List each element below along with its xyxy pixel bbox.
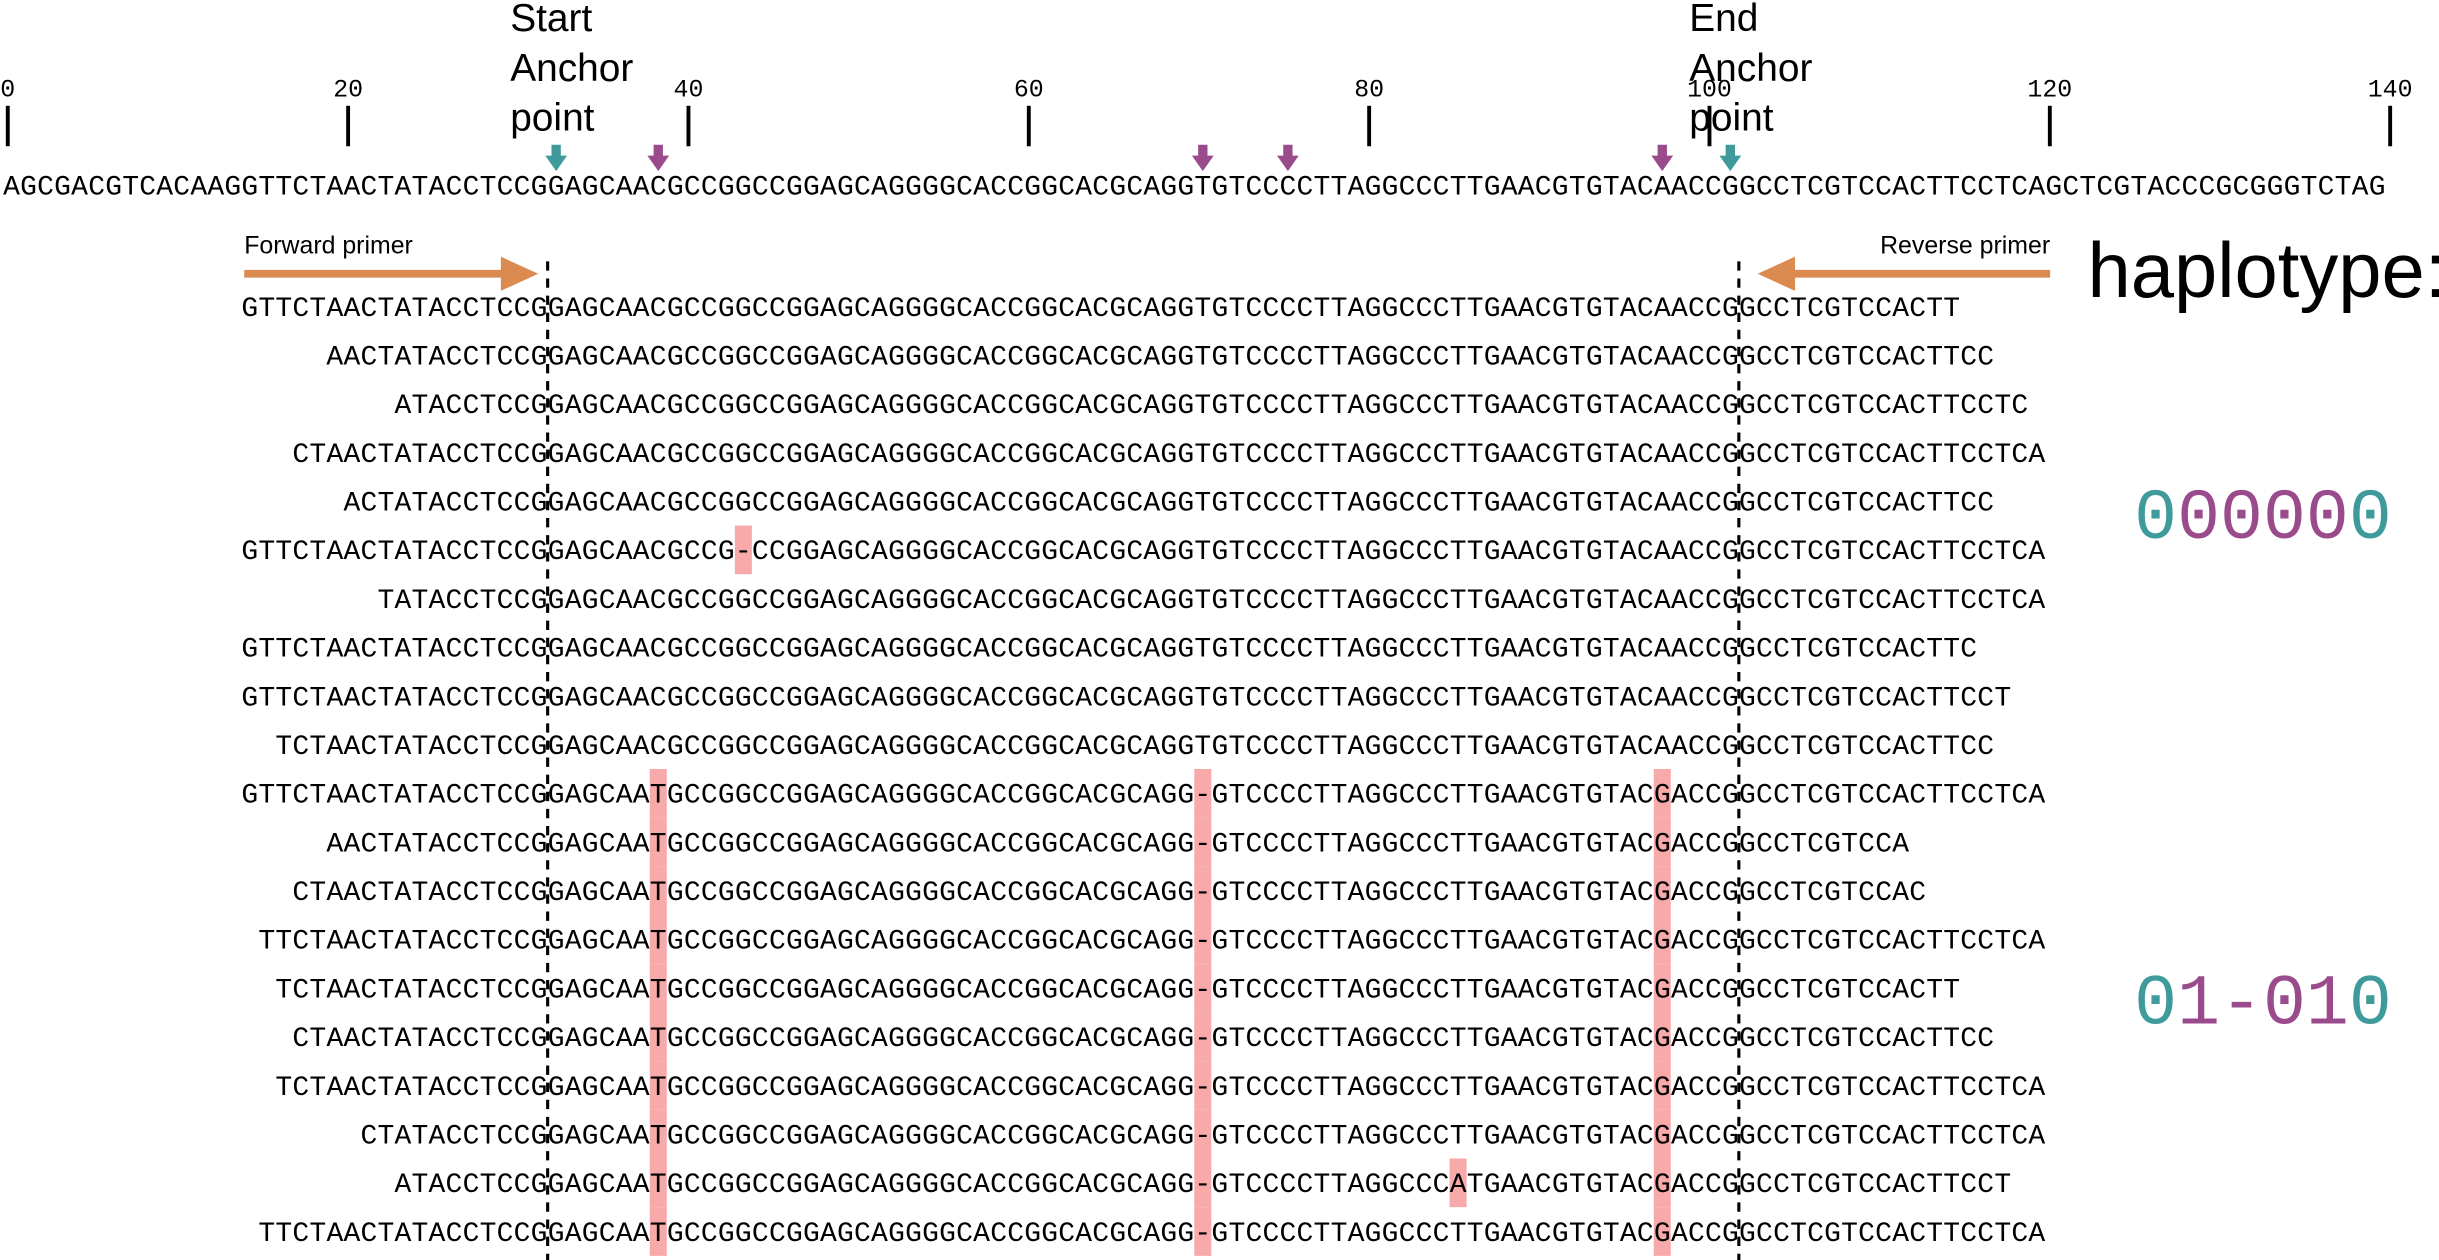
ruler-label: 60 [1014, 76, 1044, 104]
read-sequence: TTCTAACTATACCTCCGGAGCAATGCCGGCCGGAGCAGGG… [258, 1219, 2045, 1250]
reverse-primer-head [1757, 256, 1796, 291]
ruler-label: 0 [0, 76, 15, 104]
read-sequence: CTAACTATACCTCCGGAGCAATGCCGGCCGGAGCAGGGGC… [292, 1024, 1994, 1055]
read-sequence: GTTCTAACTATACCTCCGGAGCAACGCCG-CCGGAGCAGG… [241, 537, 2045, 568]
position-marker [647, 144, 670, 172]
ruler-label: 100 [1687, 76, 1732, 104]
read-sequence: ATACCTCCGGAGCAATGCCGGCCGGAGCAGGGGCACCGGC… [395, 1170, 2012, 1201]
read-sequence: TCTAACTATACCTCCGGAGCAATGCCGGCCGGAGCAGGGG… [275, 1073, 2045, 1104]
haplotype-char: - [2220, 965, 2263, 1046]
start-anchor-line: point [510, 97, 594, 140]
haplotype-code: 000000 [2134, 479, 2392, 560]
mismatch-highlight [1653, 1158, 1671, 1208]
end-anchor-line: point [1689, 97, 1773, 140]
read-sequence: CTATACCTCCGGAGCAATGCCGGCCGGAGCAGGGGCACCG… [360, 1121, 2045, 1152]
position-marker [1719, 144, 1742, 172]
mismatch-highlight [734, 525, 752, 575]
mismatch-highlight [1653, 1012, 1671, 1062]
reference-sequence: AGCGACGTCACAAGGTTCTAACTATACCTCCGGAGCAACG… [3, 172, 2385, 203]
read-sequence: AACTATACCTCCGGAGCAACGCCGGCCGGAGCAGGGGCAC… [326, 342, 1994, 373]
mismatch-highlight [1653, 768, 1671, 818]
position-marker [545, 144, 568, 172]
ruler-label: 20 [333, 76, 363, 104]
read-sequence: GTTCTAACTATACCTCCGGAGCAACGCCGGCCGGAGCAGG… [241, 294, 1960, 325]
haplotype-char: 1 [2177, 965, 2220, 1046]
read-sequence: CTAACTATACCTCCGGAGCAACGCCGGCCGGAGCAGGGGC… [292, 440, 2045, 471]
mismatch-highlight [1194, 1061, 1212, 1110]
haplotype-char: 0 [2349, 965, 2392, 1046]
ruler-label: 80 [1354, 76, 1384, 104]
read-sequence: ATACCTCCGGAGCAACGCCGGCCGGAGCAGGGGCACCGGC… [395, 391, 2029, 422]
haplotype-char: 0 [2263, 965, 2306, 1046]
forward-primer-head [500, 256, 539, 291]
mismatch-highlight [649, 1109, 667, 1159]
start-anchor-line: Start [510, 0, 592, 40]
mismatch-highlight [1653, 963, 1671, 1013]
mismatch-highlight [649, 1061, 667, 1110]
mismatch-highlight [1449, 1158, 1467, 1208]
read-sequence: AACTATACCTCCGGAGCAATGCCGGCCGGAGCAGGGGCAC… [326, 829, 1909, 860]
read-sequence: GTTCTAACTATACCTCCGGAGCAATGCCGGCCGGAGCAGG… [241, 781, 2045, 812]
mismatch-highlight [1194, 817, 1212, 867]
ruler-label: 140 [2368, 76, 2413, 104]
mismatch-highlight [649, 963, 667, 1013]
mismatch-highlight [1194, 1109, 1212, 1159]
mismatch-highlight [649, 1012, 667, 1062]
mismatch-highlight [649, 915, 667, 964]
mismatch-highlight [1653, 1207, 1671, 1256]
read-sequence: CTAACTATACCTCCGGAGCAATGCCGGCCGGAGCAGGGGC… [292, 878, 1926, 909]
ruler-label: 40 [674, 76, 704, 104]
mismatch-highlight [1194, 1012, 1212, 1062]
read-sequence: GTTCTAACTATACCTCCGGAGCAACGCCGGCCGGAGCAGG… [241, 635, 1977, 666]
position-marker [1277, 144, 1299, 172]
mismatch-highlight [649, 1158, 667, 1208]
position-marker [1191, 144, 1214, 172]
mismatch-highlight [1194, 768, 1212, 818]
end-anchor-line: Anchor [1689, 47, 1812, 90]
mismatch-highlight [1194, 915, 1212, 964]
mismatch-highlight [649, 768, 667, 818]
mismatch-highlight [1653, 1061, 1671, 1110]
read-sequence: ACTATACCTCCGGAGCAACGCCGGCCGGAGCAGGGGCACC… [343, 489, 1994, 520]
highlights [649, 525, 1671, 1256]
mismatch-highlight [1194, 1207, 1212, 1256]
mismatch-highlight [649, 866, 667, 916]
mismatch-highlight [1653, 817, 1671, 867]
haplotype-char: 0 [2134, 479, 2177, 560]
mismatch-highlight [1653, 915, 1671, 964]
mismatch-highlight [1194, 866, 1212, 916]
mismatch-highlight [1653, 866, 1671, 916]
end-anchor-line: End [1689, 0, 1758, 40]
position-marker [1651, 144, 1674, 172]
mismatch-highlight [649, 817, 667, 867]
mismatch-highlight [1194, 1158, 1212, 1208]
haplotype-char: 0 [2349, 479, 2392, 560]
haplotype-char: 0 [2306, 479, 2349, 560]
haplotype-char: 0 [2263, 479, 2306, 560]
read-sequence: TATACCTCCGGAGCAACGCCGGCCGGAGCAGGGGCACCGG… [377, 586, 2045, 617]
read-sequence: TCTAACTATACCTCCGGAGCAACGCCGGCCGGAGCAGGGG… [275, 732, 1994, 763]
read-sequence: TTCTAACTATACCTCCGGAGCAATGCCGGCCGGAGCAGGG… [258, 927, 2045, 958]
ruler-label: 120 [2027, 76, 2072, 104]
read-sequence: GTTCTAACTATACCTCCGGAGCAACGCCGGCCGGAGCAGG… [241, 683, 2011, 714]
haplotype-char: 1 [2306, 965, 2349, 1046]
forward-primer-label: Forward primer [244, 232, 413, 260]
mismatch-highlight [1194, 963, 1212, 1013]
haplotype-label: haplotype: [2087, 228, 2439, 314]
haplotype-char: 0 [2134, 965, 2177, 1046]
start-anchor-line: Anchor [510, 47, 633, 90]
haplotype-char: 0 [2177, 479, 2220, 560]
haplotype-char: 0 [2220, 479, 2263, 560]
reverse-primer-label: Reverse primer [1880, 232, 2050, 260]
read-sequence: TCTAACTATACCTCCGGAGCAATGCCGGCCGGAGCAGGGG… [275, 975, 1960, 1006]
haplotype-code: 01-010 [2134, 965, 2392, 1046]
mismatch-highlight [1653, 1109, 1671, 1159]
mismatch-highlight [649, 1207, 667, 1256]
